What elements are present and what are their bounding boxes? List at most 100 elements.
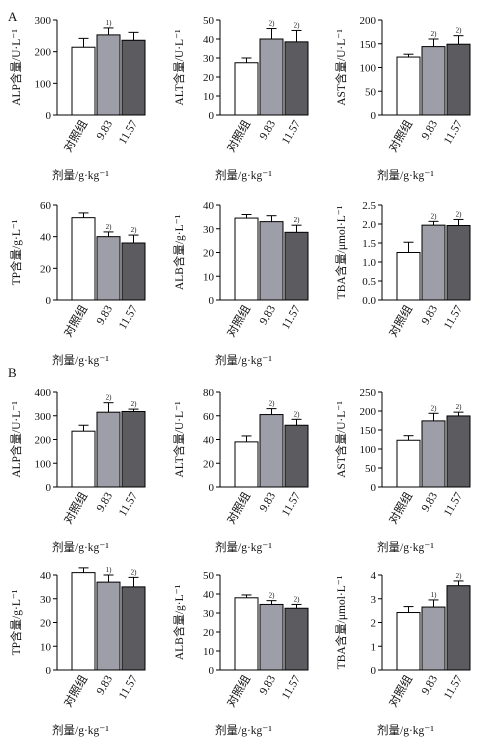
y-tick-label: 4 xyxy=(371,570,377,582)
chart-10: 0 10 20 30 40 TP含量/g·L⁻¹ 对照组 1) 9.83 2) 11.57 剂量/g·… xyxy=(9,566,146,737)
y-tick-label: 0 xyxy=(209,295,215,307)
x-axis-title: 剂量/g·kg⁻¹ xyxy=(215,168,272,182)
y-tick-label: 0 xyxy=(46,482,52,494)
x-axis-title: 剂量/g·kg⁻¹ xyxy=(377,168,434,182)
y-tick-label: 200 xyxy=(35,47,52,59)
y-tick-label: 20 xyxy=(203,458,215,470)
category-label: 9.83 xyxy=(420,303,441,327)
y-tick-label: 30 xyxy=(203,608,215,620)
bar xyxy=(96,411,121,488)
y-axis-label: TP含量/g·L⁻¹ xyxy=(9,219,23,285)
y-tick-label: 10 xyxy=(40,641,52,653)
bar xyxy=(71,572,96,671)
x-axis-title: 剂量/g·kg⁻¹ xyxy=(215,723,272,737)
chart-6: 0.0 0.5 1.0 1.5 2.0 2.5 TBA含量/μmol·L⁻¹ 对照组 2) 9.8… xyxy=(334,200,471,339)
y-axis-label: AST含量/U·L⁻¹ xyxy=(334,29,348,106)
chart-2: 0 10 20 30 40 50 ALT含量/U·L⁻¹ 对照组 2) 9.83 2) 11.57 剂量… xyxy=(172,15,309,182)
bar xyxy=(71,217,96,301)
y-tick-label: 10 xyxy=(203,91,215,103)
y-tick-label: 40 xyxy=(203,435,215,447)
y-tick-label: 3 xyxy=(371,594,377,606)
category-label: 11.57 xyxy=(280,490,303,518)
category-label: 对照组 xyxy=(61,489,91,526)
y-tick-label: 40 xyxy=(203,200,215,212)
category-label: 对照组 xyxy=(386,117,416,154)
category-label: 11.57 xyxy=(117,303,140,331)
category-label: 对照组 xyxy=(224,672,254,709)
y-tick-label: 100 xyxy=(35,78,52,90)
bar xyxy=(446,225,471,301)
y-tick-label: 40 xyxy=(40,570,52,582)
bar xyxy=(396,252,421,301)
significance-mark: 2) xyxy=(131,226,138,234)
y-tick-label: 0 xyxy=(46,665,52,677)
category-label: 9.83 xyxy=(95,490,116,514)
x-axis-title: 剂量/g·kg⁻¹ xyxy=(52,168,109,182)
y-tick-label: 300 xyxy=(35,411,52,423)
category-label: 9.83 xyxy=(258,303,279,327)
category-label: 11.57 xyxy=(442,303,465,331)
y-tick-label: 20 xyxy=(203,248,215,260)
y-axis-label: ALT含量/U·L⁻¹ xyxy=(172,401,186,478)
category-label: 对照组 xyxy=(386,302,416,339)
category-label: 对照组 xyxy=(224,489,254,526)
category-label: 9.83 xyxy=(420,490,441,514)
significance-mark: 2) xyxy=(431,404,438,412)
chart-11: 0 10 20 30 40 50 ALB含量/g·L⁻¹ 对照组 2) 9.83 2) 11.57 剂量… xyxy=(172,570,309,737)
significance-mark: 2) xyxy=(131,400,138,408)
chart-4: 0 20 40 60 TP含量/g·L⁻¹ 对照组 2) 9.83 2) 11.57 剂量/g·kg… xyxy=(9,200,146,367)
significance-mark: 2) xyxy=(269,400,276,408)
bar xyxy=(71,46,96,116)
bar xyxy=(259,603,284,671)
chart-7: 0 100 200 300 400 ALP含量/U·L⁻¹ 对照组 2) 9.83 2) 11.57… xyxy=(9,387,146,554)
category-label: 对照组 xyxy=(224,302,254,339)
y-tick-label: 1.0 xyxy=(362,257,376,269)
chart-1: 0 100 200 300 ALP含量/U·L⁻¹ 对照组 1) 9.83 11.57 剂量/g·… xyxy=(9,15,146,182)
category-label: 11.57 xyxy=(442,490,465,518)
y-tick-label: 100 xyxy=(360,63,377,75)
y-axis-label: AST含量/U·L⁻¹ xyxy=(334,401,348,478)
bar xyxy=(396,612,421,671)
category-label: 11.57 xyxy=(117,490,140,518)
y-tick-label: 20 xyxy=(203,72,215,84)
category-label: 9.83 xyxy=(258,490,279,514)
y-tick-label: 60 xyxy=(40,200,52,212)
bar xyxy=(259,38,284,116)
x-axis-title: 剂量/g·kg⁻¹ xyxy=(215,353,272,367)
y-tick-label: 0 xyxy=(209,110,215,122)
y-tick-label: 100 xyxy=(360,444,377,456)
bar xyxy=(259,221,284,301)
significance-mark: 2) xyxy=(456,210,463,218)
category-label: 9.83 xyxy=(95,303,116,327)
y-tick-label: 200 xyxy=(360,406,377,418)
category-label: 9.83 xyxy=(95,673,116,697)
category-label: 11.57 xyxy=(442,673,465,701)
category-label: 对照组 xyxy=(386,672,416,709)
y-tick-label: 300 xyxy=(35,15,52,27)
category-label: 11.57 xyxy=(280,303,303,331)
bar xyxy=(421,46,446,116)
bar xyxy=(284,41,309,116)
y-axis-label: ALB含量/g·L⁻¹ xyxy=(172,214,186,290)
significance-mark: 2) xyxy=(456,572,463,580)
y-tick-label: 50 xyxy=(365,86,377,98)
category-label: 对照组 xyxy=(224,117,254,154)
significance-mark: 2) xyxy=(106,394,113,402)
y-tick-label: 0.5 xyxy=(362,276,376,288)
y-tick-label: 30 xyxy=(203,53,215,65)
significance-mark: 2) xyxy=(294,21,301,29)
y-tick-label: 0 xyxy=(371,665,377,677)
bar xyxy=(284,231,309,301)
y-tick-label: 0 xyxy=(371,110,377,122)
y-axis-label: TP含量/g·L⁻¹ xyxy=(9,589,23,655)
chart-8: 0 20 40 60 80 ALT含量/U·L⁻¹ 对照组 2) 9.83 2) 11.57 剂量/g… xyxy=(172,387,309,554)
category-label: 11.57 xyxy=(117,673,140,701)
bar xyxy=(234,217,259,301)
category-label: 11.57 xyxy=(280,118,303,146)
y-axis-label: ALT含量/U·L⁻¹ xyxy=(172,29,186,106)
significance-mark: 2) xyxy=(131,568,138,576)
x-axis-title: 剂量/g·kg⁻¹ xyxy=(377,540,434,554)
category-label: 对照组 xyxy=(386,489,416,526)
bar xyxy=(234,441,259,488)
x-axis-title: 剂量/g·kg⁻¹ xyxy=(215,540,272,554)
